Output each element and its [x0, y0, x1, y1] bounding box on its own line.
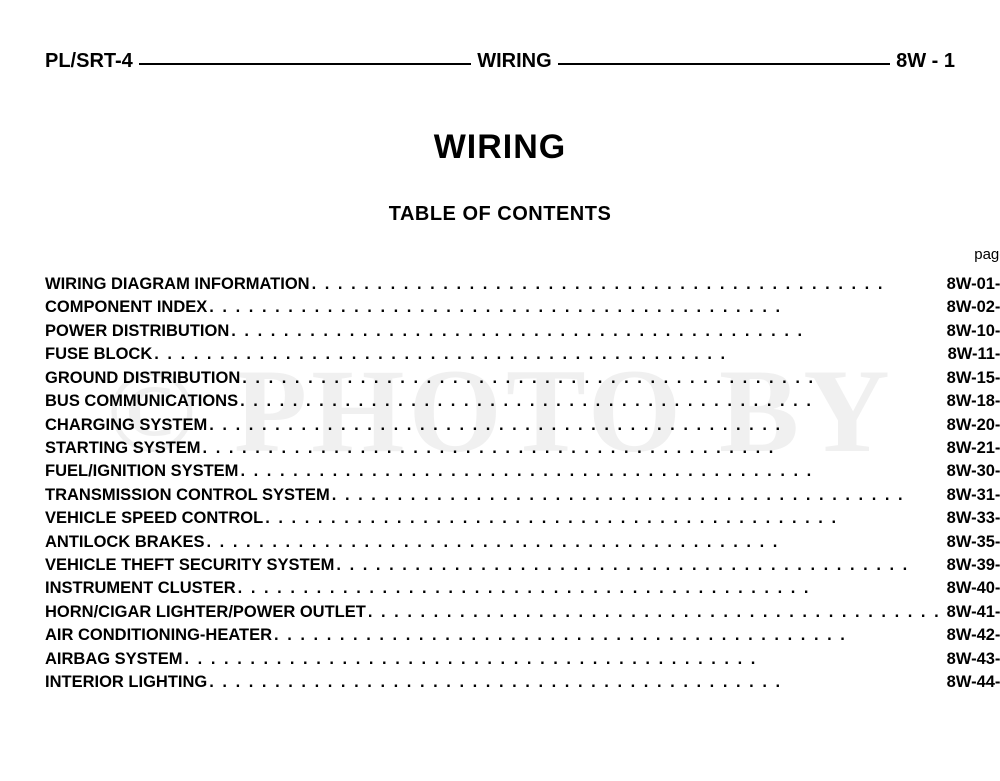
toc-line: FUEL/IGNITION SYSTEM 8W-30-1: [45, 460, 1000, 483]
toc-entry-title: POWER DISTRIBUTION: [45, 320, 229, 343]
toc-leader-dots: [334, 554, 942, 577]
toc-line: VEHICLE THEFT SECURITY SYSTEM 8W-39-1: [45, 554, 1000, 577]
toc-leader-dots: [263, 507, 942, 530]
toc-entry-page: 8W-39-1: [943, 554, 1000, 577]
toc-line: BUS COMMUNICATIONS 8W-18-1: [45, 390, 1000, 413]
toc-entry-page: 8W-30-1: [943, 460, 1000, 483]
toc-entry-title: INTERIOR LIGHTING: [45, 671, 207, 694]
toc-entry-title: TRANSMISSION CONTROL SYSTEM: [45, 484, 330, 507]
main-title: WIRING: [45, 128, 955, 167]
toc-entry-title: ANTILOCK BRAKES: [45, 531, 205, 554]
toc-leader-dots: [236, 577, 943, 600]
toc-line: VEHICLE SPEED CONTROL 8W-33-1: [45, 507, 1000, 530]
toc-entry-page: 8W-18-1: [943, 390, 1000, 413]
toc-entry-title: CHARGING SYSTEM: [45, 414, 207, 437]
toc-entry-page: 8W-43-1: [943, 648, 1000, 671]
toc-title: TABLE OF CONTENTS: [45, 203, 955, 226]
toc-line: INSTRUMENT CLUSTER 8W-40-1: [45, 577, 1000, 600]
toc-entry-page: 8W-44-1: [943, 671, 1000, 694]
header-left: PL/SRT-4: [45, 50, 139, 73]
toc-line: AIR CONDITIONING-HEATER 8W-42-1: [45, 624, 1000, 647]
toc-leader-dots: [272, 624, 943, 647]
toc-list-left: WIRING DIAGRAM INFORMATION8W-01-1COMPONE…: [45, 273, 1000, 695]
toc-entry-title: VEHICLE SPEED CONTROL: [45, 507, 263, 530]
toc-line: FUSE BLOCK 8W-11-1: [45, 343, 1000, 366]
toc-leader-dots: [238, 390, 943, 413]
toc-leader-dots: [229, 320, 942, 343]
toc-leader-dots: [183, 648, 943, 671]
toc-leader-dots: [238, 460, 942, 483]
page-label-left: page: [45, 246, 1000, 263]
toc-leader-dots: [330, 484, 943, 507]
toc-entry-page: 8W-10-1: [943, 320, 1000, 343]
toc-entry-title: FUEL/IGNITION SYSTEM: [45, 460, 238, 483]
toc-entry-page: 8W-42-1: [943, 624, 1000, 647]
toc-entry-page: 8W-15-1: [943, 367, 1000, 390]
toc-entry-page: 8W-41-1: [943, 601, 1000, 624]
toc-line: WIRING DIAGRAM INFORMATION 8W-01-1: [45, 273, 1000, 296]
toc-line: TRANSMISSION CONTROL SYSTEM 8W-31-1: [45, 484, 1000, 507]
header-row: PL/SRT-4 WIRING 8W - 1: [45, 50, 955, 73]
toc-leader-dots: [201, 437, 943, 460]
toc-entry-page: 8W-01-1: [943, 273, 1000, 296]
toc-entry-title: STARTING SYSTEM: [45, 437, 201, 460]
toc-leader-dots: [310, 273, 943, 296]
toc-column-left: page WIRING DIAGRAM INFORMATION8W-01-1CO…: [45, 246, 1000, 695]
toc-entry-title: AIR CONDITIONING-HEATER: [45, 624, 272, 647]
toc-entry-page: 8W-20-1: [943, 414, 1000, 437]
toc-columns: page WIRING DIAGRAM INFORMATION8W-01-1CO…: [45, 246, 955, 695]
header-rule-right: [558, 63, 890, 65]
header-right: 8W - 1: [890, 50, 955, 73]
toc-entry-title: FUSE BLOCK: [45, 343, 152, 366]
toc-entry-title: WIRING DIAGRAM INFORMATION: [45, 273, 310, 296]
toc-leader-dots: [240, 367, 942, 390]
toc-line: COMPONENT INDEX 8W-02-1: [45, 296, 1000, 319]
toc-leader-dots: [207, 671, 942, 694]
toc-line: STARTING SYSTEM 8W-21-1: [45, 437, 1000, 460]
page-root: PL/SRT-4 WIRING 8W - 1 WIRING TABLE OF C…: [0, 0, 1000, 735]
toc-entry-page: 8W-11-1: [944, 343, 1000, 366]
toc-line: HORN/CIGAR LIGHTER/POWER OUTLET 8W-41-1: [45, 601, 1000, 624]
toc-line: CHARGING SYSTEM 8W-20-1: [45, 414, 1000, 437]
header-center: WIRING: [471, 50, 557, 73]
toc-leader-dots: [207, 414, 942, 437]
toc-line: AIRBAG SYSTEM 8W-43-1: [45, 648, 1000, 671]
toc-entry-page: 8W-40-1: [943, 577, 1000, 600]
toc-entry-title: INSTRUMENT CLUSTER: [45, 577, 236, 600]
toc-line: GROUND DISTRIBUTION 8W-15-1: [45, 367, 1000, 390]
toc-entry-page: 8W-35-1: [943, 531, 1000, 554]
toc-line: INTERIOR LIGHTING 8W-44-1: [45, 671, 1000, 694]
toc-entry-title: HORN/CIGAR LIGHTER/POWER OUTLET: [45, 601, 366, 624]
toc-line: POWER DISTRIBUTION 8W-10-1: [45, 320, 1000, 343]
toc-entry-page: 8W-21-1: [943, 437, 1000, 460]
toc-leader-dots: [205, 531, 943, 554]
toc-entry-title: VEHICLE THEFT SECURITY SYSTEM: [45, 554, 334, 577]
toc-line: ANTILOCK BRAKES 8W-35-1: [45, 531, 1000, 554]
toc-entry-page: 8W-02-1: [943, 296, 1000, 319]
toc-entry-title: BUS COMMUNICATIONS: [45, 390, 238, 413]
toc-leader-dots: [366, 601, 943, 624]
header-rule-left: [139, 63, 471, 65]
toc-entry-title: AIRBAG SYSTEM: [45, 648, 183, 671]
toc-leader-dots: [207, 296, 942, 319]
toc-entry-title: COMPONENT INDEX: [45, 296, 207, 319]
toc-entry-title: GROUND DISTRIBUTION: [45, 367, 240, 390]
toc-entry-page: 8W-33-1: [943, 507, 1000, 530]
toc-leader-dots: [152, 343, 943, 366]
toc-entry-page: 8W-31-1: [943, 484, 1000, 507]
